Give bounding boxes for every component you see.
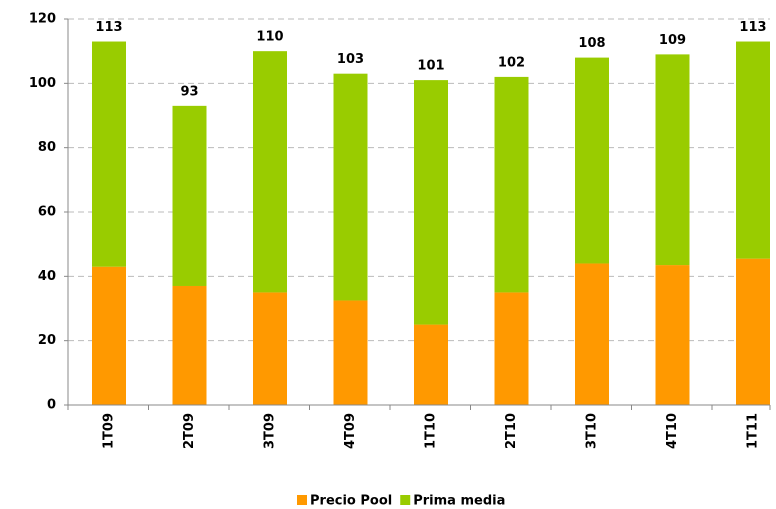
y-tick-label: 40 [38,269,56,284]
legend-swatch [400,495,411,505]
total-label: 110 [256,30,283,45]
legend-label: Prima media [413,494,505,509]
total-label: 93 [180,84,198,99]
bar-segment [494,292,529,405]
bar-segment [736,258,770,405]
y-tick-label: 100 [29,76,56,91]
bar-segment [253,51,287,293]
bar-segment [575,57,609,264]
x-tick-label: 2T10 [504,413,519,449]
bar-segment [414,80,448,325]
bar-segment [655,54,690,266]
x-tick-label: 2T09 [182,413,197,449]
x-tick-label: 3T09 [263,413,278,449]
bar-segment [575,263,609,405]
total-label: 101 [417,59,444,74]
y-tick-label: 60 [38,205,56,220]
total-label: 109 [659,33,686,48]
y-tick-label: 120 [29,12,56,27]
bar-segment [494,76,529,293]
legend-label: Precio Pool [310,494,392,509]
bar-segment [736,41,770,259]
x-tick-label: 3T10 [585,413,600,449]
bar-segment [172,105,207,286]
legend-swatch [297,495,307,505]
x-tick-label: 4T09 [343,413,358,449]
bar-segment [333,73,368,301]
x-tick-label: 1T10 [424,413,439,449]
bar-segment [253,292,287,405]
total-label: 103 [337,52,364,67]
bar-segment [92,266,126,405]
total-label: 108 [578,36,605,51]
bar-segment [655,265,690,405]
total-label: 113 [739,20,766,35]
x-tick-label: 1T09 [102,413,117,449]
bar-segment [172,285,207,405]
x-tick-label: 1T11 [746,413,761,449]
total-label: 102 [498,55,525,70]
bar-segment [414,324,448,405]
y-tick-label: 80 [38,140,56,155]
bar-segment [333,300,368,405]
total-label: 113 [95,20,122,35]
bar-segment [92,41,126,267]
y-tick-label: 20 [38,333,56,348]
x-tick-label: 4T10 [665,413,680,449]
y-tick-label: 0 [47,398,56,413]
